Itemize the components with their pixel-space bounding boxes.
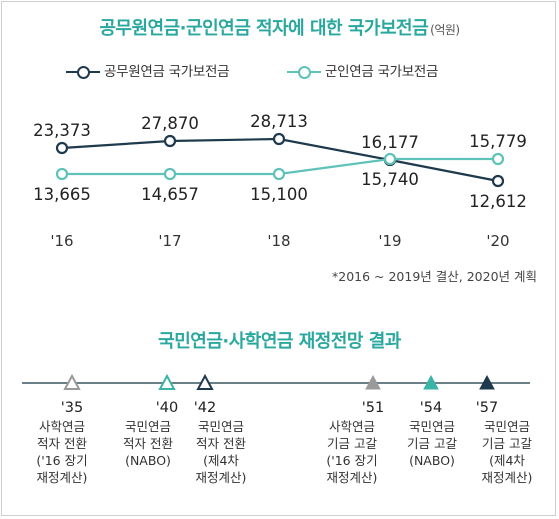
data-label: 15,100: [250, 185, 308, 204]
unit-label: (억원): [430, 23, 460, 37]
timeline-year: '54: [420, 400, 442, 416]
data-point: [383, 152, 397, 166]
timeline-event-line: ('16 장기: [326, 453, 378, 468]
data-point: [55, 141, 69, 155]
data-label: 15,740: [361, 170, 419, 189]
data-point: [272, 132, 286, 146]
timeline-event-line: 사학연금: [38, 419, 85, 434]
timeline-marker: [423, 374, 439, 390]
timeline-event-line: 적자 전환: [196, 436, 246, 451]
data-point: [491, 152, 505, 166]
data-label: 12,612: [469, 192, 527, 211]
timeline-event-line: 적자 전환: [37, 436, 87, 451]
timeline-event-line: 기금 고갈: [407, 436, 457, 451]
timeline-event-line: 사학연금: [328, 419, 375, 434]
data-point: [272, 167, 286, 181]
timeline-marker: [365, 374, 381, 390]
x-tick-label: '18: [267, 232, 290, 250]
data-point: [491, 174, 505, 188]
line-chart: 23,373 27,870 28,713 16,177 12,612 13,665 14,6…: [33, 112, 527, 250]
timeline-marker: [196, 373, 214, 390]
timeline-event-line: (제4차: [203, 453, 239, 468]
data-label: 16,177: [361, 133, 419, 152]
x-tick-label: '20: [486, 232, 509, 250]
timeline-event-line: 국민연금: [408, 419, 455, 434]
timeline-year: '42: [194, 400, 216, 416]
data-point: [163, 167, 177, 181]
legend-swatch: [66, 65, 100, 79]
timeline-year: '40: [156, 400, 178, 416]
timeline-title: 국민연금·사학연금 재정전망 결과: [158, 331, 401, 352]
footnote: *2016 ~ 2019년 결산, 2020년 계획: [332, 269, 537, 284]
timeline-year: '35: [61, 400, 83, 416]
data-label: 15,779: [469, 132, 527, 151]
timeline-event-line: 재정계산): [481, 470, 533, 485]
data-label: 13,665: [33, 185, 91, 204]
x-tick-label: '19: [378, 232, 401, 250]
timeline-marker: [158, 373, 176, 390]
x-tick-label: '16: [50, 232, 73, 250]
timeline-event-line: 재정계산): [36, 470, 88, 485]
timeline-event-line: 기금 고갈: [482, 436, 532, 451]
timeline-event-line: 국민연금: [197, 419, 244, 434]
data-point: [55, 167, 69, 181]
chart-title: 공무원연금·군인연금 적자에 대한 국가보전금 (억원): [99, 18, 460, 39]
timeline-event-line: 재정계산): [326, 470, 378, 485]
timeline-year: '57: [476, 400, 498, 416]
timeline-event-line: 재정계산): [195, 470, 247, 485]
timeline-event-line: 국민연금: [483, 419, 530, 434]
timeline-event-line: 기금 고갈: [327, 436, 377, 451]
data-label: 23,373: [33, 121, 91, 140]
timeline-marker: [479, 374, 495, 390]
data-label: 28,713: [250, 112, 308, 131]
timeline-event-line: 국민연금: [124, 419, 171, 434]
timeline-event-line: (제4차: [489, 453, 525, 468]
timeline-year: '51: [362, 400, 384, 416]
legend-item-military: 군인연금 국가보전금: [287, 60, 438, 80]
timeline-event-line: 적자 전환: [123, 436, 173, 451]
data-label: 27,870: [141, 114, 199, 133]
x-tick-label: '17: [158, 232, 181, 250]
legend-item-civil-servant: 공무원연금 국가보전금: [66, 60, 230, 80]
timeline-event-line: (NABO): [125, 453, 171, 468]
timeline-event-line: (NABO): [409, 453, 455, 468]
legend-swatch: [287, 65, 321, 79]
timeline-marker: [63, 373, 81, 390]
data-label: 14,657: [141, 185, 199, 204]
timeline-event-line: ('16 장기: [36, 453, 88, 468]
data-point: [163, 134, 177, 148]
